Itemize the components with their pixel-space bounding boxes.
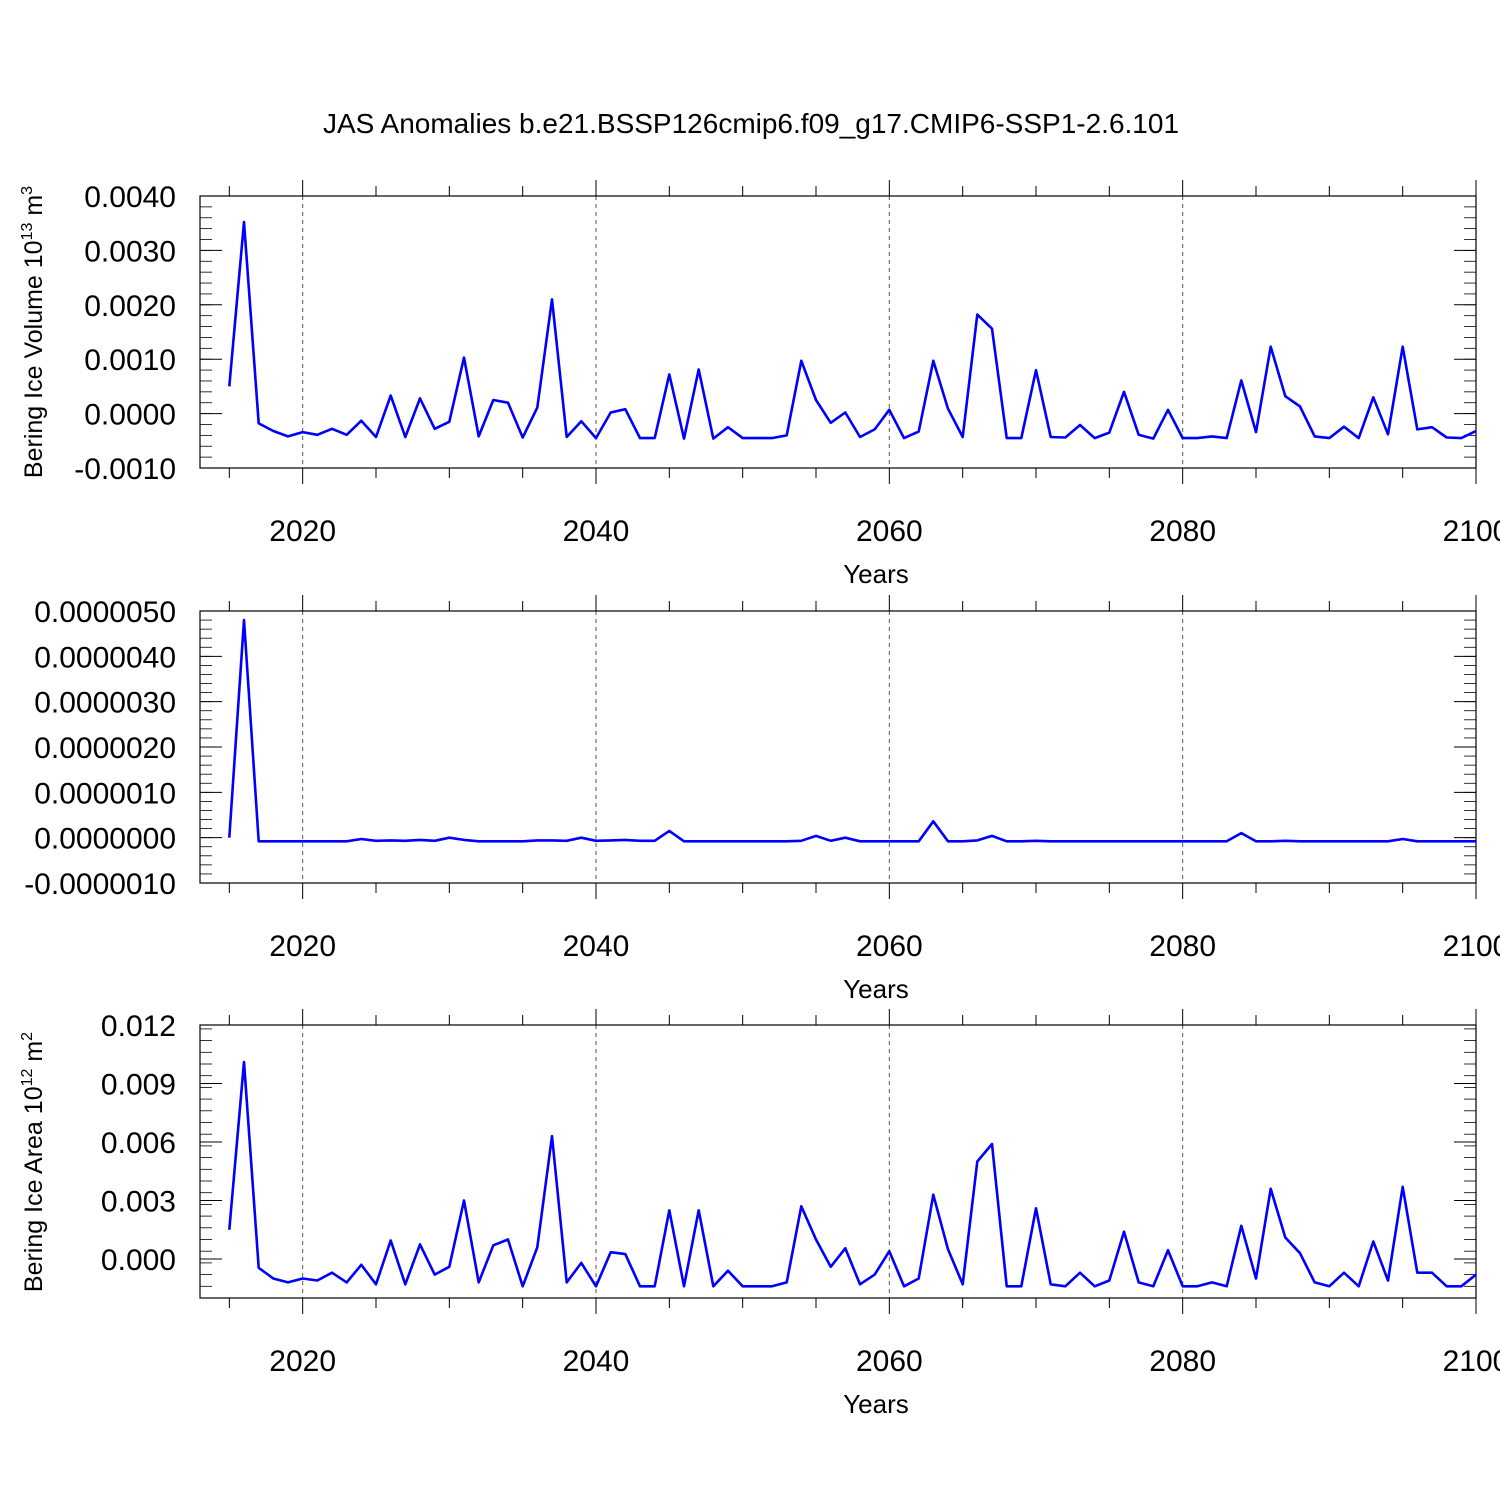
x-tick-label: 2060 xyxy=(856,1345,923,1378)
x-tick-label: 2060 xyxy=(856,930,923,963)
x-tick-label: 2040 xyxy=(563,515,630,548)
y-tick-label: 0.0000000 xyxy=(34,823,176,856)
y-tick-label: 0.0040 xyxy=(84,181,176,214)
y-tick-label: 0.0000030 xyxy=(34,687,176,720)
chart-title: JAS Anomalies b.e21.BSSP126cmip6.f09_g17… xyxy=(323,108,1179,139)
y-tick-label: 0.0000040 xyxy=(34,641,176,674)
x-tick-label: 2060 xyxy=(856,515,923,548)
x-tick-label: 2040 xyxy=(563,930,630,963)
y-tick-label: 0.0000020 xyxy=(34,732,176,765)
plot-frame xyxy=(199,195,1477,469)
y-tick-label: 0.009 xyxy=(101,1069,176,1102)
plot-frame xyxy=(199,610,1477,884)
area-panel: 2020 2040 2060 2080 2100 Years 0.000 0.003 0.006… xyxy=(19,1009,1500,1419)
y-axis-label: Bering Ice Volume 1013 m3 xyxy=(19,186,48,478)
y-tick-label: 0.0000050 xyxy=(34,596,176,629)
x-axis-label: Years xyxy=(843,974,909,1004)
y-tick-label: 0.0020 xyxy=(84,290,176,323)
x-tick-label: 2020 xyxy=(269,515,336,548)
x-tick-label: 2080 xyxy=(1149,515,1216,548)
y-tick-label: -0.0010 xyxy=(74,453,176,486)
x-axis-label: Years xyxy=(843,559,909,589)
x-tick-label: 2080 xyxy=(1149,1345,1216,1378)
x-tick-label: 2040 xyxy=(563,1345,630,1378)
plot-frame xyxy=(199,1024,1477,1299)
y-tick-label: 0.012 xyxy=(101,1010,176,1043)
series-line xyxy=(228,220,1477,440)
y-tick-label: 0.000 xyxy=(101,1244,176,1277)
y-tick-label: 0.003 xyxy=(101,1186,176,1219)
y-tick-label: 0.0000 xyxy=(84,399,176,432)
series-line xyxy=(228,618,1476,843)
x-axis-label: Years xyxy=(843,1389,909,1419)
x-tick-label: 2100 xyxy=(1443,930,1500,963)
y-tick-label: 0.0030 xyxy=(84,235,176,268)
x-tick-label: 2100 xyxy=(1443,515,1500,548)
series-line xyxy=(228,1060,1477,1288)
x-tick-label: 2100 xyxy=(1443,1345,1500,1378)
volume-panel: 2020 2040 2060 2080 2100 Years -0.0010 0.0000 0.… xyxy=(19,180,1500,589)
y-axis-label: Bering Ice Area 1012 m2 xyxy=(19,1032,48,1292)
middle-panel: 2020 2040 2060 2080 2100 Years -0.0000010 0.000… xyxy=(24,595,1500,1004)
y-tick-label: 0.0010 xyxy=(84,344,176,377)
y-tick-label: 0.006 xyxy=(101,1127,176,1160)
y-tick-label: 0.0000010 xyxy=(34,777,176,810)
x-tick-label: 2020 xyxy=(269,1345,336,1378)
x-tick-label: 2080 xyxy=(1149,930,1216,963)
x-tick-label: 2020 xyxy=(269,930,336,963)
y-tick-label: -0.0000010 xyxy=(24,868,176,901)
